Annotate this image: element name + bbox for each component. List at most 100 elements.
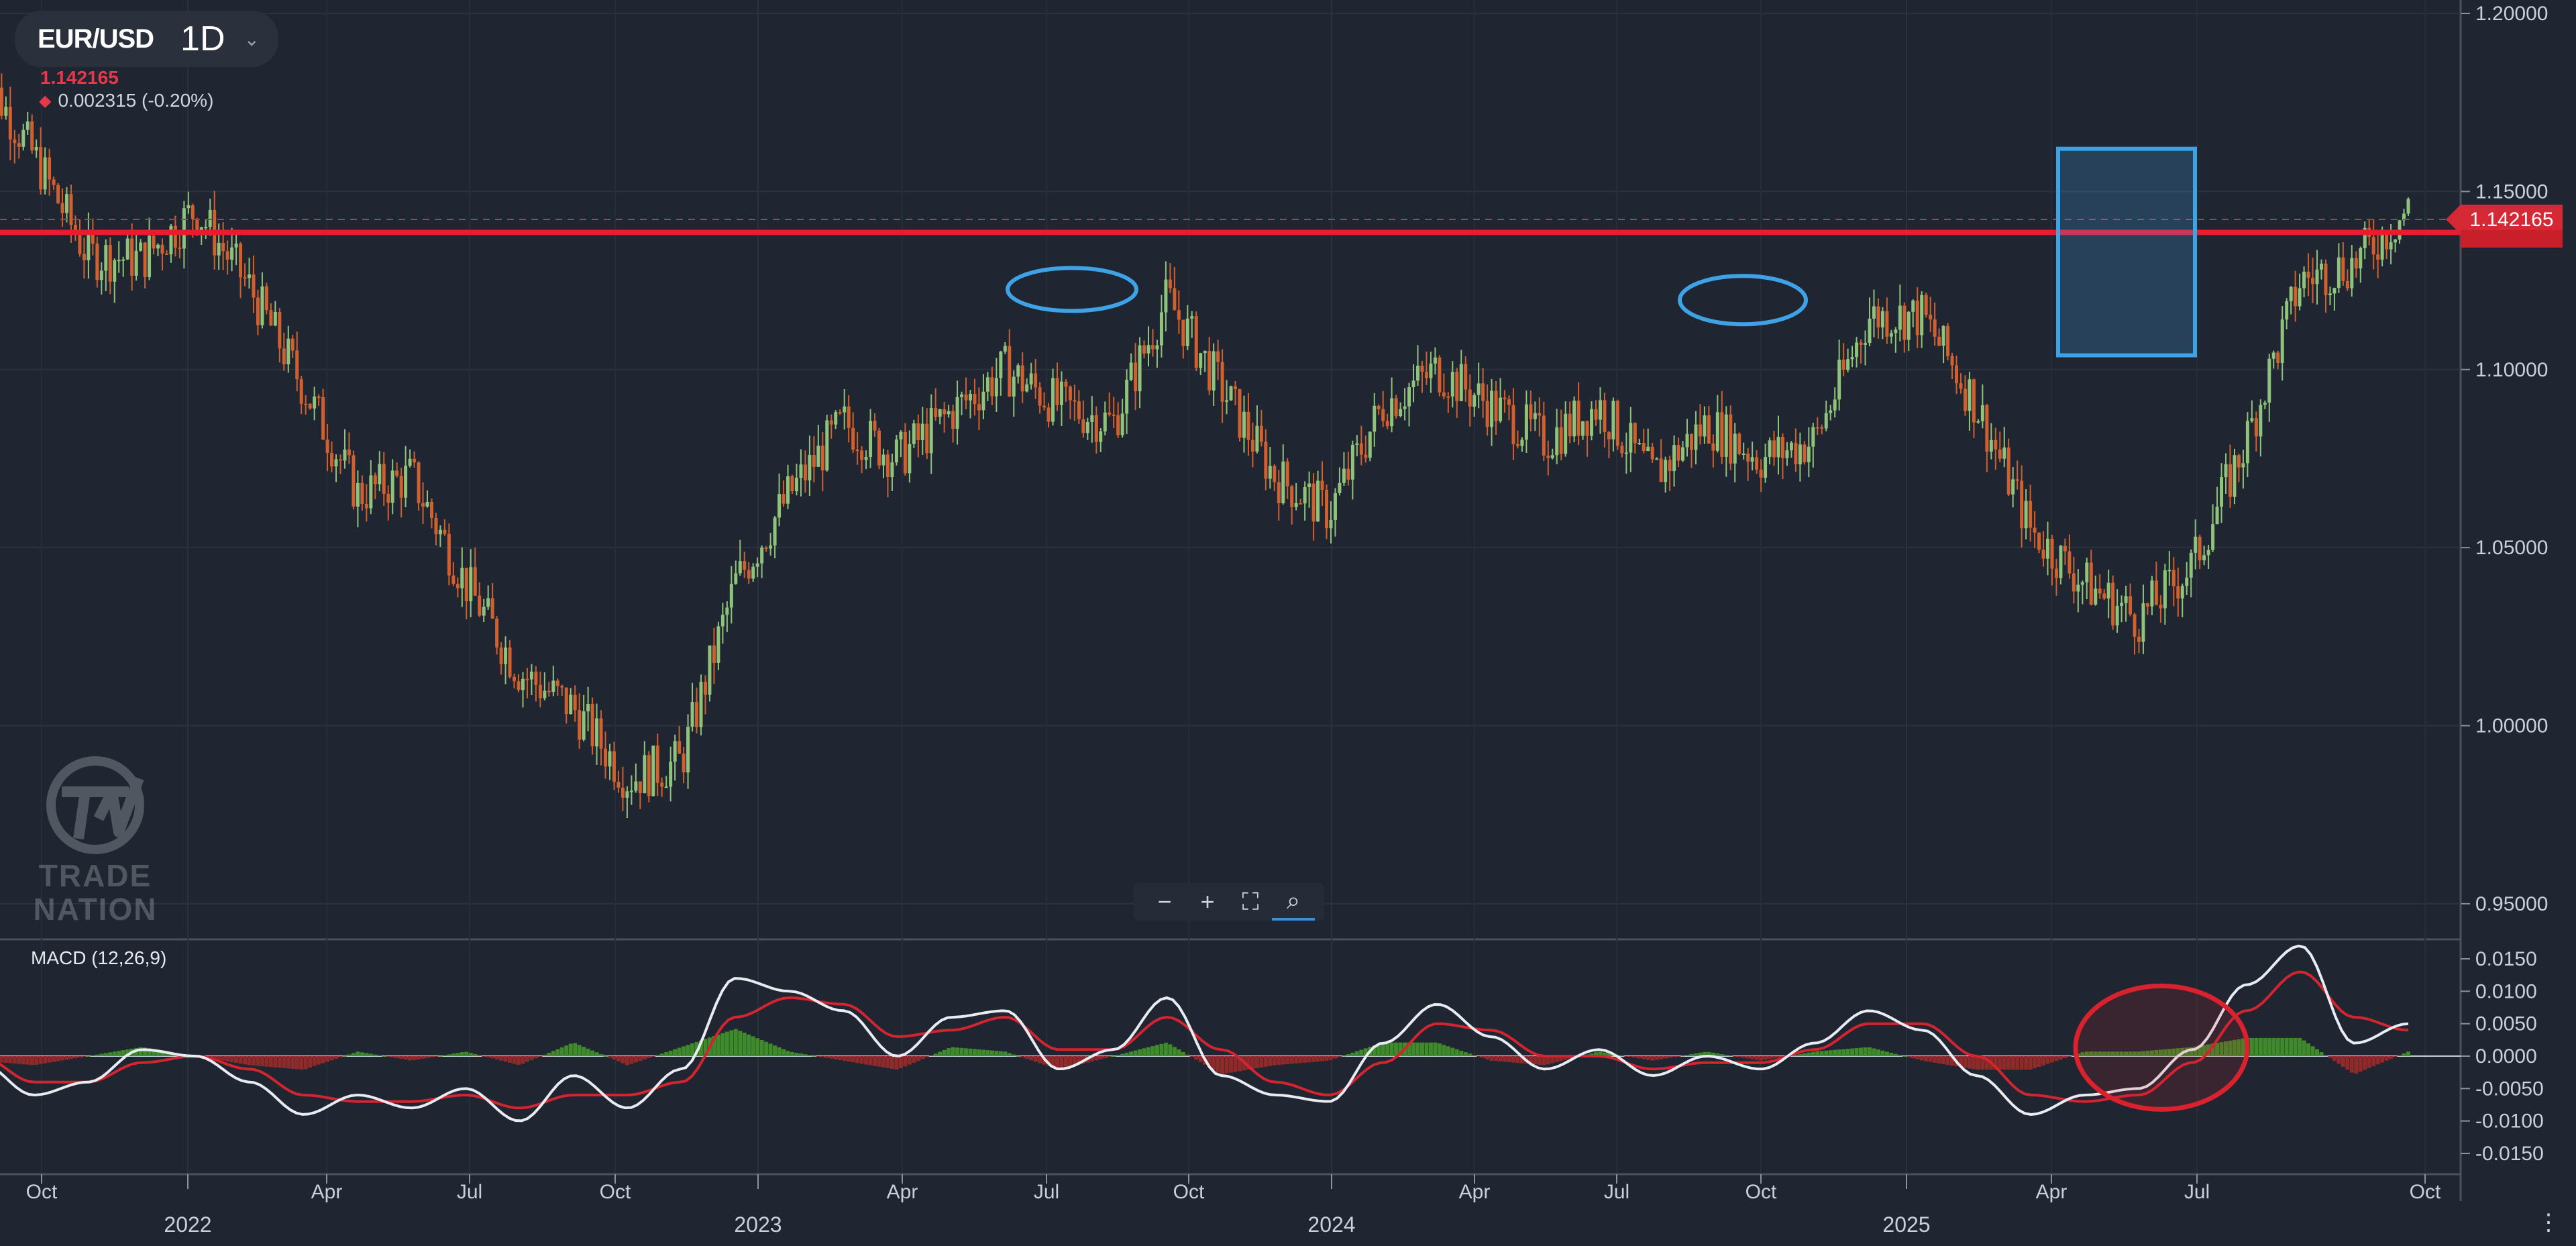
macd-histogram-bar	[234, 1056, 239, 1063]
macd-histogram-bar	[1845, 1049, 1850, 1056]
zoom-in-button[interactable]: +	[1200, 888, 1215, 915]
candle-body	[1294, 503, 1298, 507]
macd-histogram-bar	[1967, 1056, 1972, 1069]
candle	[373, 472, 377, 500]
candle-body	[1472, 395, 1477, 407]
macd-histogram-bar	[317, 1056, 321, 1065]
macd-histogram-bar	[1780, 1056, 1785, 1057]
candle-body	[908, 444, 912, 474]
candle	[1759, 459, 1763, 492]
macd-histogram-bar	[1003, 1051, 1008, 1056]
fit-screen-button[interactable]: ⛶	[1242, 887, 1259, 915]
macd-histogram-bar	[912, 1056, 916, 1063]
candle	[985, 372, 989, 401]
candle-body	[239, 244, 243, 278]
candle	[1381, 391, 1385, 427]
candle-body	[1876, 306, 1880, 327]
candle	[2406, 197, 2410, 216]
macd-histogram-bar	[399, 1056, 404, 1059]
candle	[955, 380, 959, 445]
candle	[2394, 238, 2398, 253]
candle-body	[21, 129, 25, 147]
candle-body	[1911, 300, 1915, 312]
macd-histogram-bar	[1419, 1042, 1424, 1056]
candle-body	[660, 782, 664, 787]
candle	[734, 560, 738, 585]
candle	[1829, 405, 1833, 421]
candle	[1868, 297, 1872, 347]
zoom-out-button[interactable]: −	[1157, 888, 1172, 915]
macd-histogram-bar	[417, 1056, 421, 1059]
candle-body	[1907, 311, 1911, 340]
symbol-selector[interactable]: EUR/USD 1D ⌄	[15, 11, 278, 67]
candle	[843, 389, 847, 430]
macd-histogram-bar	[2341, 1056, 2345, 1067]
candle	[495, 616, 499, 655]
candle-body	[799, 464, 803, 478]
candle	[48, 148, 52, 196]
candle-body	[2211, 524, 2215, 550]
month-label: Apr	[2036, 1181, 2068, 1203]
candle	[838, 409, 842, 415]
candle	[1099, 428, 1103, 452]
macd-histogram-bar	[308, 1056, 313, 1068]
macd-histogram-bar	[568, 1043, 573, 1056]
candle-body	[1785, 450, 1789, 458]
candle-body	[282, 348, 286, 364]
candle-body	[1438, 357, 1442, 393]
candle	[673, 734, 677, 781]
candle	[1715, 395, 1719, 453]
macd-histogram-bar	[2345, 1056, 2350, 1070]
macd-histogram-bar	[2163, 1049, 2167, 1056]
candle	[908, 430, 912, 483]
candle-body	[1316, 480, 1320, 522]
candle	[399, 467, 403, 518]
candle-body	[364, 503, 368, 509]
candle	[1624, 432, 1628, 474]
candle-body	[2280, 319, 2284, 363]
more-options-icon[interactable]: ⋮	[2537, 1210, 2560, 1235]
candle-body	[2324, 263, 2328, 295]
candle	[1850, 346, 1854, 368]
magnify-reset-button[interactable]: ⌕	[1272, 883, 1315, 921]
candle-body	[34, 146, 38, 151]
macd-histogram-bar	[1477, 1056, 1481, 1057]
candle	[13, 129, 17, 164]
candle-body	[564, 687, 568, 715]
candle-body	[1780, 437, 1784, 458]
candle	[508, 639, 512, 679]
candle	[252, 255, 256, 313]
candle-body	[943, 409, 947, 415]
macd-histogram-bar	[1259, 1056, 1264, 1068]
candle-body	[1603, 400, 1607, 433]
macd-histogram-bar	[464, 1051, 469, 1056]
macd-histogram-bar	[1337, 1056, 1342, 1057]
candle-body	[1255, 425, 1259, 452]
candle-body	[1941, 325, 1945, 346]
candle	[2185, 562, 2189, 595]
candle	[2063, 538, 2067, 565]
candle	[569, 688, 573, 715]
macd-histogram-bar	[347, 1054, 352, 1056]
candle-body	[825, 420, 829, 471]
candle-body	[451, 575, 455, 584]
macd-histogram-bar	[260, 1056, 264, 1067]
candle	[664, 776, 668, 788]
chevron-down-icon[interactable]: ⌄	[244, 28, 260, 50]
candle	[517, 674, 521, 692]
macd-histogram-bar	[647, 1056, 651, 1058]
candle-body	[304, 403, 308, 405]
candle-body	[1481, 383, 1485, 401]
candle	[1216, 340, 1220, 380]
candle-body	[1234, 386, 1238, 389]
macd-histogram-bar	[2110, 1051, 2115, 1056]
macd-histogram-bar	[238, 1056, 243, 1064]
candle	[1524, 390, 1528, 453]
timeframe-label[interactable]: 1D	[180, 19, 225, 58]
macd-histogram-bar	[1155, 1045, 1159, 1056]
candle-body	[2402, 213, 2406, 221]
candle	[143, 242, 147, 289]
candle-body	[947, 411, 951, 415]
